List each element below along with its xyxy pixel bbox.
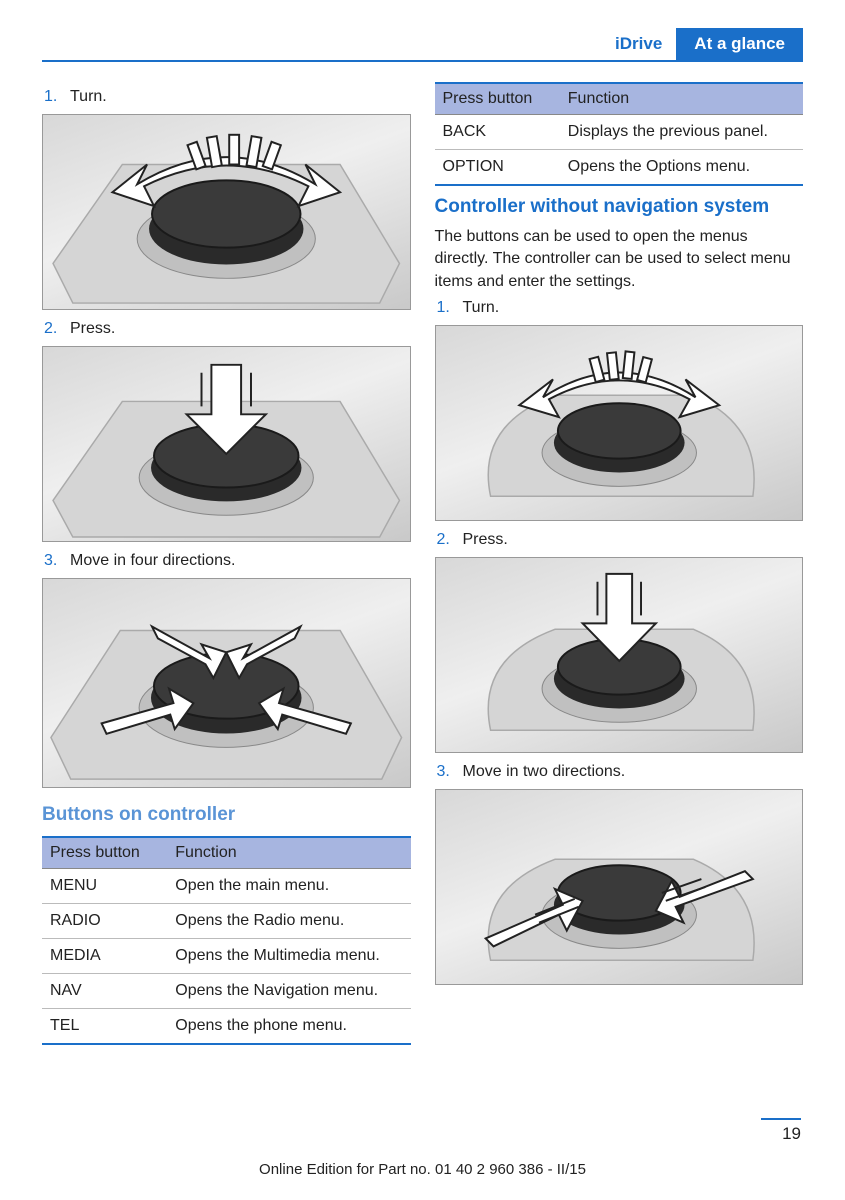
right-step-2: 2. Press.	[435, 531, 804, 549]
illustration-press-nonav	[435, 557, 804, 753]
controller-description: The buttons can be used to open the menu…	[435, 226, 804, 293]
step-number: 3.	[42, 552, 70, 570]
step-text: Press.	[70, 320, 411, 338]
table-row: OPTIONOpens the Options menu.	[435, 150, 804, 186]
table-row: BACKDisplays the previous panel.	[435, 115, 804, 150]
table-row: MEDIAOpens the Multimedia menu.	[42, 939, 411, 974]
th-press-button: Press button	[435, 83, 560, 115]
right-step-1: 1. Turn.	[435, 299, 804, 317]
right-step-3: 3. Move in two directions.	[435, 763, 804, 781]
table-row: MENUOpen the main menu.	[42, 869, 411, 904]
step-text: Press.	[463, 531, 804, 549]
step-text: Turn.	[70, 88, 411, 106]
step-text: Turn.	[463, 299, 804, 317]
step-text: Move in four directions.	[70, 552, 411, 570]
page-header: iDrive At a glance	[42, 28, 803, 62]
left-step-3: 3. Move in four directions.	[42, 552, 411, 570]
footer-line: Online Edition for Part no. 01 40 2 960 …	[0, 1161, 845, 1178]
table-row: NAVOpens the Navigation menu.	[42, 974, 411, 1009]
step-text: Move in two directions.	[463, 763, 804, 781]
step-number: 2.	[42, 320, 70, 338]
table-row: TELOpens the phone menu.	[42, 1009, 411, 1045]
header-chapter: At a glance	[676, 28, 803, 60]
step-number: 1.	[42, 88, 70, 106]
th-press-button: Press button	[42, 837, 167, 869]
table-row: RADIOOpens the Radio menu.	[42, 904, 411, 939]
left-column: 1. Turn.	[42, 82, 411, 1045]
buttons-table-1: Press button Function MENUOpen the main …	[42, 836, 411, 1045]
heading-buttons-on-controller: Buttons on controller	[42, 804, 411, 826]
th-function: Function	[560, 83, 803, 115]
step-number: 3.	[435, 763, 463, 781]
th-function: Function	[167, 837, 410, 869]
buttons-table-2: Press button Function BACKDisplays the p…	[435, 82, 804, 186]
left-step-2: 2. Press.	[42, 320, 411, 338]
page-number: 19	[761, 1118, 801, 1144]
illustration-turn-nonav	[435, 325, 804, 521]
illustration-press	[42, 346, 411, 542]
heading-controller-without-nav: Controller without navigation system	[435, 196, 804, 218]
right-column: Press button Function BACKDisplays the p…	[435, 82, 804, 1045]
step-number: 2.	[435, 531, 463, 549]
left-step-1: 1. Turn.	[42, 88, 411, 106]
illustration-turn	[42, 114, 411, 310]
header-section: iDrive	[615, 28, 676, 60]
illustration-move-four	[42, 578, 411, 788]
illustration-move-two	[435, 789, 804, 985]
step-number: 1.	[435, 299, 463, 317]
